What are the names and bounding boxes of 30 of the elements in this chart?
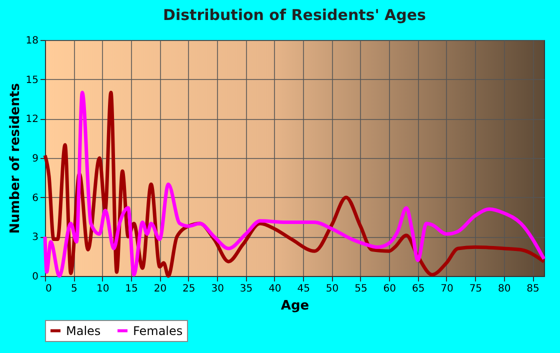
y-axis-title: Number of residents <box>8 82 23 234</box>
x-tick-label: 55 <box>354 284 368 294</box>
x-tick-label: 20 <box>154 284 167 294</box>
x-tick-label: 5 <box>70 284 78 294</box>
x-tick-label: 65 <box>412 284 425 294</box>
y-tick-label: 18 <box>26 36 38 46</box>
x-tick-label: 50 <box>326 284 339 294</box>
x-tick-label: 30 <box>211 284 224 294</box>
x-tick-label: 60 <box>383 284 396 294</box>
x-tick-label: 75 <box>469 284 482 294</box>
chart-title: Distribution of Residents' Ages <box>163 6 426 24</box>
y-tick-label: 9 <box>32 154 38 164</box>
x-tick-label: 45 <box>297 284 310 294</box>
x-tick-label: 85 <box>526 284 540 294</box>
x-tick-label: 25 <box>182 284 196 294</box>
x-tick-label: 15 <box>125 284 138 294</box>
legend-label: Males <box>66 324 101 338</box>
x-tick-label: 80 <box>498 284 511 294</box>
y-tick-label: 3 <box>32 232 38 244</box>
x-tick-label: 40 <box>268 284 282 294</box>
x-tick-label: 35 <box>240 284 253 294</box>
x-tick-label: 70 <box>440 284 454 294</box>
y-tick-label: 15 <box>26 74 38 86</box>
x-tick-label: 0 <box>46 284 52 294</box>
y-tick-label: 6 <box>32 192 38 204</box>
y-tick-label: 12 <box>26 114 38 126</box>
y-tick-label: 0 <box>32 272 38 282</box>
x-tick-label: 10 <box>96 284 110 294</box>
legend-label: Females <box>133 324 183 338</box>
x-axis-title: Age <box>280 298 310 314</box>
